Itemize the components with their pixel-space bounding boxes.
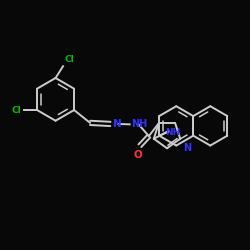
Text: N: N <box>113 118 122 128</box>
Text: N: N <box>184 142 192 152</box>
Text: Cl: Cl <box>11 106 21 114</box>
Text: Cl: Cl <box>64 55 74 64</box>
Text: NH: NH <box>131 119 148 129</box>
Text: NH: NH <box>165 128 180 137</box>
Text: O: O <box>134 150 142 160</box>
